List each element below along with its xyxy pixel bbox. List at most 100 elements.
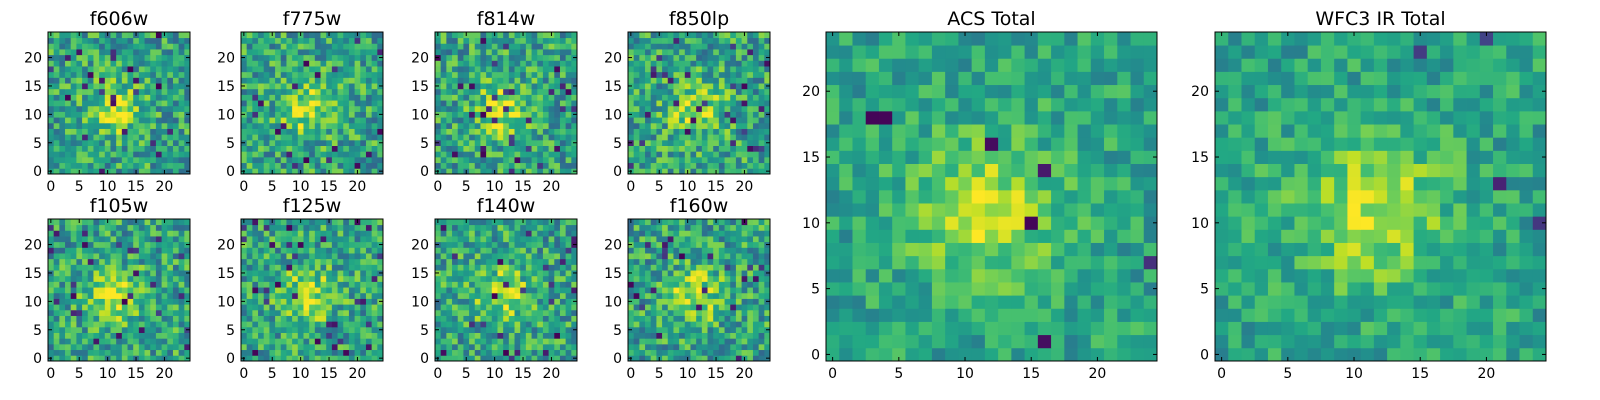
heatmap-cell — [520, 66, 527, 73]
heatmap-cell — [371, 139, 378, 146]
heatmap-cell — [542, 287, 549, 294]
heatmap-cell — [463, 230, 470, 237]
heatmap-cell — [297, 54, 304, 61]
heatmap-cell — [70, 304, 77, 311]
heatmap-cell — [707, 122, 714, 129]
heatmap-cell — [343, 77, 350, 84]
heatmap-cell — [184, 309, 191, 316]
heatmap-cell — [554, 151, 561, 158]
heatmap-cell — [525, 49, 532, 56]
heatmap-cell — [554, 122, 561, 129]
heatmap-cell — [155, 32, 162, 39]
heatmap-cell — [503, 60, 510, 67]
heatmap-cell — [82, 230, 89, 237]
heatmap-cell — [65, 145, 72, 152]
heatmap-cell — [469, 343, 476, 351]
heatmap-cell — [172, 270, 180, 277]
heatmap-cell — [155, 247, 162, 254]
heatmap-cell — [303, 253, 310, 260]
heatmap-cell — [571, 66, 578, 73]
heatmap-cell — [497, 49, 504, 56]
heatmap-cell — [121, 156, 128, 164]
heatmap-cell — [747, 343, 754, 351]
heatmap-cell — [764, 321, 771, 328]
heatmap-cell — [354, 275, 361, 282]
heatmap-cell — [172, 304, 180, 311]
heatmap-cell — [99, 287, 106, 294]
heatmap-cell — [480, 298, 487, 305]
heatmap-cell — [565, 264, 572, 271]
heatmap-cell — [121, 128, 128, 135]
heatmap-cell — [99, 37, 106, 44]
heatmap-cell — [690, 338, 697, 345]
heatmap-cell — [59, 145, 66, 152]
heatmap-cell — [172, 162, 180, 169]
heatmap-cell — [469, 332, 476, 339]
heatmap-cell — [53, 83, 60, 90]
heatmap-cell — [93, 117, 100, 124]
heatmap-cell — [497, 292, 504, 299]
heatmap-cell — [297, 77, 304, 84]
heatmap-cell — [645, 77, 652, 84]
heatmap-cell — [377, 32, 384, 39]
heatmap-cell — [76, 281, 83, 288]
heatmap-cell — [446, 309, 453, 316]
heatmap-cell — [554, 88, 561, 95]
heatmap-cell — [724, 338, 731, 345]
heatmap-cell — [508, 105, 515, 112]
heatmap-cell — [542, 128, 549, 135]
heatmap-cell — [82, 236, 89, 243]
heatmap-cell — [497, 122, 504, 129]
heatmap-cell — [656, 66, 663, 73]
heatmap-cell — [628, 309, 635, 316]
heatmap-cell — [121, 83, 128, 90]
heatmap-cell — [457, 258, 464, 265]
heatmap-cell — [650, 60, 657, 67]
heatmap-cell — [331, 343, 338, 351]
heatmap-cell — [76, 332, 83, 339]
heatmap-cell — [497, 298, 504, 305]
heatmap-cell — [184, 338, 191, 345]
heatmap-cell — [167, 309, 174, 316]
heatmap-cell — [314, 321, 321, 328]
heatmap-cell — [127, 304, 134, 311]
heatmap-cell — [133, 151, 140, 158]
heatmap-cell — [133, 88, 140, 95]
heatmap-cell — [275, 219, 282, 226]
heatmap-cell — [365, 219, 373, 226]
heatmap-cell — [133, 343, 140, 351]
heatmap-cell — [514, 168, 521, 175]
heatmap-cell — [730, 105, 737, 112]
heatmap-cell — [525, 287, 532, 294]
heatmap-cell — [752, 100, 760, 107]
heatmap-cell — [679, 37, 686, 44]
heatmap-cell — [371, 105, 378, 112]
heatmap-cell — [639, 343, 646, 351]
heatmap-cell — [435, 236, 442, 243]
heatmap-cell — [320, 83, 327, 90]
heatmap-cell — [110, 111, 117, 118]
heatmap-cell — [474, 88, 481, 95]
heatmap-cell — [435, 247, 442, 254]
heatmap-cell — [474, 275, 481, 282]
heatmap-cell — [469, 349, 476, 356]
heatmap-cell — [713, 275, 720, 282]
heatmap-cell — [82, 287, 89, 294]
heatmap-cell — [320, 145, 327, 152]
heatmap-cell — [127, 219, 134, 226]
heatmap-cell — [452, 151, 459, 158]
heatmap-cell — [82, 321, 89, 328]
heatmap-cell — [542, 332, 549, 339]
heatmap-cell — [59, 253, 66, 260]
heatmap-cell — [764, 37, 771, 44]
heatmap-cell — [133, 54, 140, 61]
heatmap-cell — [99, 71, 106, 78]
heatmap-cell — [121, 145, 128, 152]
heatmap-cell — [474, 122, 481, 129]
heatmap-cell — [565, 287, 572, 294]
heatmap-cell — [520, 332, 527, 339]
heatmap-cell — [326, 321, 333, 328]
heatmap-cell — [99, 122, 106, 129]
heatmap-cell — [314, 230, 321, 237]
heatmap-cell — [59, 60, 66, 67]
